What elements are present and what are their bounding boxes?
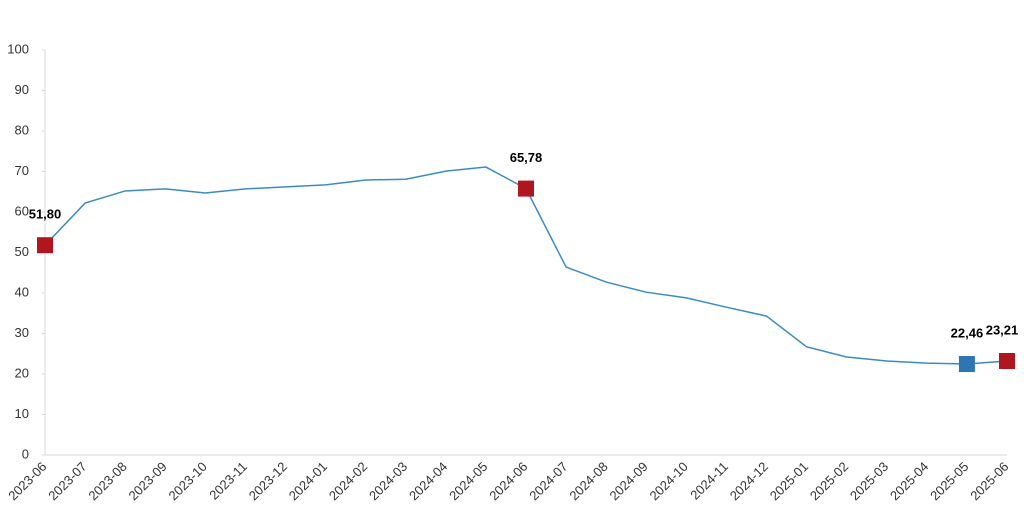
y-tick-label: 100 — [7, 41, 29, 56]
x-tick-label: 2023-06 — [5, 459, 49, 503]
x-tick-label: 2023-08 — [85, 459, 129, 503]
marker — [37, 237, 53, 254]
y-tick-label: 40 — [15, 284, 29, 299]
value-label: 51,80 — [29, 207, 62, 222]
x-tick-label: 2025-06 — [967, 459, 1011, 503]
x-tick-label: 2024-01 — [286, 459, 330, 503]
y-tick-label: 80 — [15, 122, 29, 137]
data-line — [44, 166, 1008, 365]
x-tick-label: 2024-05 — [446, 459, 490, 503]
y-tick-label: 70 — [15, 163, 29, 178]
x-tick-label: 2024-04 — [406, 459, 450, 503]
x-tick-label: 2025-04 — [887, 459, 931, 503]
x-tick-label: 2024-06 — [486, 459, 530, 503]
x-tick-label: 2024-09 — [606, 459, 650, 503]
y-tick-label: 60 — [15, 203, 29, 218]
x-tick-label: 2023-07 — [45, 459, 89, 503]
y-tick-label: 0 — [22, 446, 29, 461]
x-tick-label: 2025-03 — [847, 459, 891, 503]
x-tick-label: 2025-01 — [767, 459, 811, 503]
value-label: 23,21 — [986, 322, 1019, 337]
x-tick-label: 2023-12 — [246, 459, 290, 503]
x-tick-label: 2025-02 — [807, 459, 851, 503]
x-tick-label: 2024-03 — [366, 459, 410, 503]
value-label: 22,46 — [951, 325, 984, 340]
y-tick-label: 50 — [15, 244, 29, 259]
x-tick-label: 2024-08 — [566, 459, 610, 503]
x-tick-label: 2024-10 — [647, 459, 691, 503]
x-tick-label: 2024-02 — [326, 459, 370, 503]
y-tick-label: 10 — [15, 406, 29, 421]
marker — [999, 352, 1015, 369]
y-tick-label: 20 — [15, 365, 29, 380]
marker — [518, 180, 534, 197]
x-tick-label: 2023-10 — [166, 459, 210, 503]
value-label: 65,78 — [510, 150, 543, 165]
x-tick-label: 2024-07 — [526, 459, 570, 503]
marker — [958, 356, 975, 373]
y-tick-label: 90 — [15, 82, 29, 97]
x-tick-label: 2023-09 — [125, 459, 169, 503]
y-tick-label: 30 — [15, 325, 29, 340]
x-tick-label: 2024-11 — [687, 459, 731, 503]
x-tick-label: 2023-11 — [206, 459, 250, 503]
x-tick-label: 2024-12 — [727, 459, 771, 503]
x-tick-label: 2025-05 — [927, 459, 971, 503]
